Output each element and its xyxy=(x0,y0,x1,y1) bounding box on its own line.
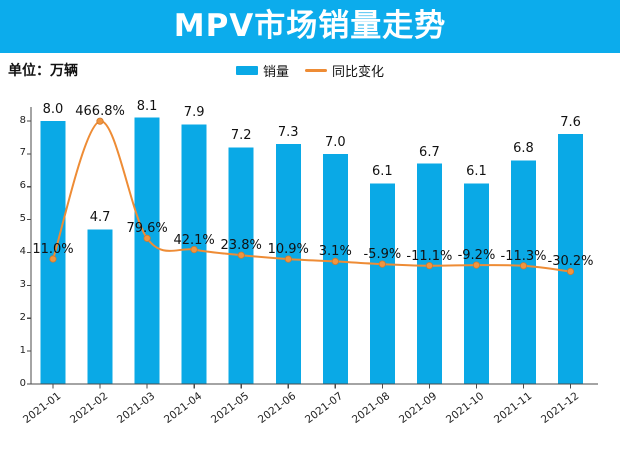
yoy-marker xyxy=(96,117,104,125)
sales-bar xyxy=(228,147,254,384)
yoy-marker xyxy=(143,234,151,242)
yoy-marker xyxy=(472,261,480,269)
unit-label: 单位：万辆 xyxy=(8,63,78,79)
title-banner: MPV市场销量走势 xyxy=(0,0,620,53)
sales-bar xyxy=(275,144,301,384)
yoy-marker xyxy=(237,251,245,259)
legend-label-yoy: 同比变化 xyxy=(332,64,385,80)
yoy-marker xyxy=(284,255,292,263)
sales-bar xyxy=(181,124,207,385)
yoy-marker xyxy=(49,255,57,263)
sales-bar xyxy=(322,153,348,384)
sales-bar xyxy=(511,160,536,384)
chart-legend: 销量 同比变化 xyxy=(0,61,620,80)
yoy-marker xyxy=(519,262,528,270)
sales-bar xyxy=(87,229,113,384)
legend-label-sales: 销量 xyxy=(262,64,289,80)
yoy-marker xyxy=(190,246,198,254)
sales-bar xyxy=(40,121,66,384)
sales-bar xyxy=(134,117,160,384)
yoy-marker xyxy=(566,267,575,276)
yoy-marker xyxy=(331,257,339,265)
page-title: MPV市场销量走势 xyxy=(173,8,447,44)
sales-bar xyxy=(558,134,583,384)
yoy-marker xyxy=(425,262,433,270)
sales-bar xyxy=(416,163,442,384)
line-swatch-icon xyxy=(305,68,327,72)
yoy-line xyxy=(52,120,572,273)
bar-swatch-icon xyxy=(235,65,258,75)
yoy-marker xyxy=(378,260,386,268)
sales-bar xyxy=(369,183,395,384)
sales-bar xyxy=(463,183,489,384)
legend-item-yoy: 同比变化 xyxy=(305,61,384,80)
legend-item-sales: 销量 xyxy=(235,61,289,80)
